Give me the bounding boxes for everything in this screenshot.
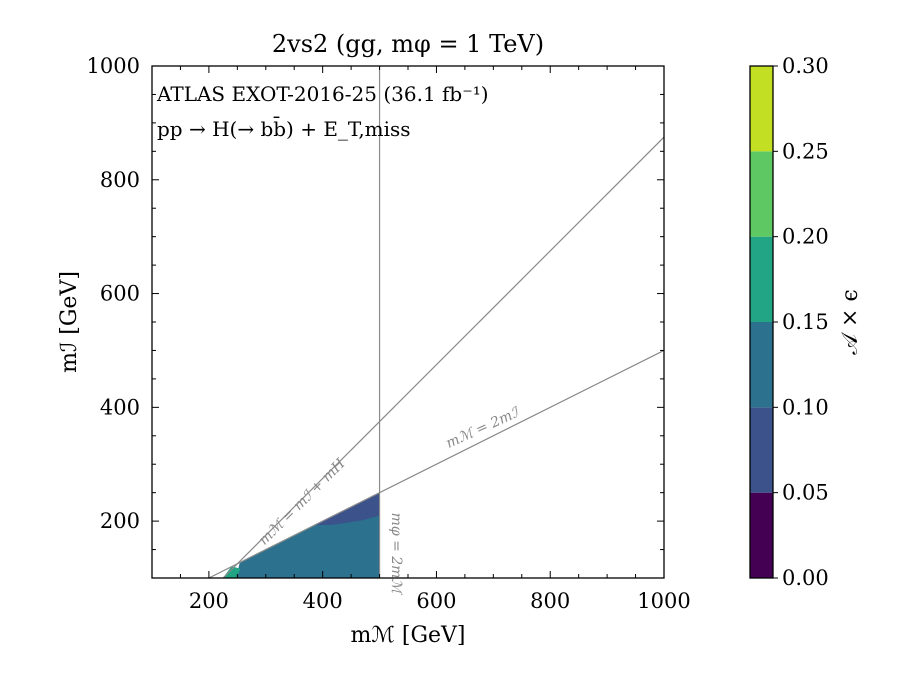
colorbar-segment-0.10-0.15 — [750, 322, 773, 408]
x-tick-label: 400 — [303, 589, 343, 613]
colorbar-tick-label: 0.25 — [782, 139, 829, 163]
plot-area: mℳ = mℐ + mH mℳ = 2mℐ mφ = 2mℳ 200 400 600… — [87, 54, 691, 613]
colorbar-segment-0.00-0.05 — [750, 492, 773, 578]
y-tick-label: 600 — [100, 282, 140, 306]
x-tick-label: 1000 — [637, 589, 690, 613]
experiment-annotation: ATLAS EXOT-2016-25 (36.1 fb⁻¹) — [156, 82, 489, 106]
colorbar-tick-label: 0.15 — [782, 310, 829, 334]
plot-title: 2vs2 (gg, mφ = 1 TeV) — [272, 30, 544, 58]
plot-background — [152, 66, 664, 578]
y-tick-label: 200 — [100, 509, 140, 533]
reference-line-1 — [222, 136, 664, 578]
colorbar-segment-0.05-0.10 — [750, 407, 773, 493]
y-tick-label: 800 — [100, 168, 140, 192]
x-tick-label: 200 — [189, 589, 229, 613]
colorbar-tick-label: 0.20 — [782, 225, 829, 249]
reference-lines — [208, 66, 664, 578]
process-annotation: pp → H(→ bb̄) + E_T,miss — [157, 116, 411, 141]
y-tick-label: 1000 — [87, 54, 140, 78]
x-axis-title: mℳ [GeV] — [350, 623, 465, 648]
colorbar-tick-label: 0.30 — [782, 54, 829, 78]
colorbar-segment-0.15-0.20 — [750, 236, 773, 322]
colorbar-tick-label: 0.10 — [782, 395, 829, 419]
colorbar-ticks: 0.00 0.05 0.10 0.15 0.20 0.25 0.30 — [773, 54, 829, 590]
line-label-2mm: mφ = 2mℳ — [388, 513, 404, 596]
colorbar: 0.00 0.05 0.10 0.15 0.20 0.25 0.30 𝒜 × ϵ — [749, 54, 863, 590]
colorbar-label: 𝒜 × ϵ — [838, 289, 863, 355]
x-tick-label: 800 — [530, 589, 570, 613]
x-tick-label: 600 — [416, 589, 456, 613]
x-axis-ticks: 200 400 600 800 1000 — [151, 66, 691, 613]
reference-line-2 — [208, 349, 664, 578]
y-axis-ticks: 200 400 600 800 1000 — [87, 54, 664, 579]
colorbar-segment-0.20-0.25 — [750, 151, 773, 237]
y-axis-title: mℐ [GeV] — [57, 271, 82, 373]
colorbar-segment-0.25-0.30 — [750, 66, 773, 152]
colorbar-tick-label: 0.00 — [782, 566, 829, 590]
colorbar-segments — [750, 66, 773, 578]
y-tick-label: 400 — [100, 395, 140, 419]
colorbar-tick-label: 0.05 — [782, 481, 829, 505]
contour-region-0.15-0.20 — [222, 566, 241, 578]
